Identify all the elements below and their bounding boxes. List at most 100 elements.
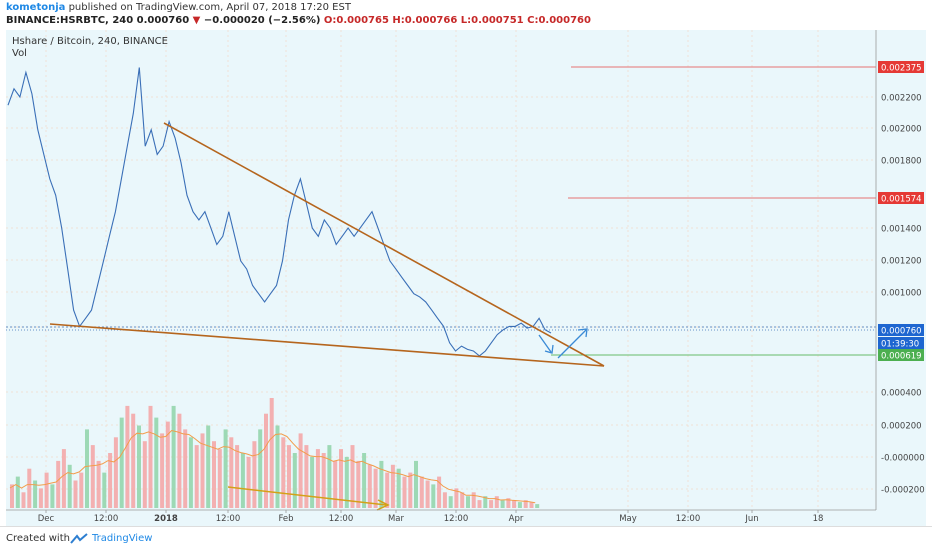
time-tick-label: 12:00 [216, 514, 241, 524]
price-label-badge [878, 337, 924, 349]
volume-label: Vol [12, 48, 27, 59]
time-tick-label: 12:00 [94, 514, 119, 524]
volume-bar [131, 413, 136, 508]
lower-trendline[interactable] [49, 323, 605, 367]
price-label-badge [878, 349, 924, 361]
volume-bar [535, 504, 540, 508]
down-arrow-icon: ▼ [192, 15, 201, 26]
volume-bar [489, 500, 494, 508]
time-tick-label: 2018 [154, 514, 178, 524]
volume-bar [258, 429, 263, 508]
volume-bar [287, 445, 291, 508]
price-chart[interactable]: 0.002375 0.002200 0.002000 0.001800 0.001574… [6, 30, 926, 526]
author-link[interactable]: kometonja [6, 2, 66, 13]
price-tick-label: 0.002200 [881, 94, 922, 104]
volume-bar [27, 468, 32, 508]
volume-bar [529, 502, 534, 508]
volume-bar [240, 453, 245, 508]
volume-bar [73, 480, 78, 508]
volume-bar [448, 496, 453, 508]
time-tick-label: Jun [744, 514, 758, 524]
volume-bar [379, 460, 384, 508]
price-tick-label: 0.000400 [881, 389, 922, 399]
down-arrow-head-icon [544, 344, 554, 354]
time-tick-label: Dec [38, 514, 55, 524]
time-axis[interactable]: Dec 12:00 2018 12:00 Feb 12:00 Mar 12:00 Apr May 1… [6, 509, 876, 524]
volume-bar [79, 472, 84, 508]
volume-bar [408, 472, 413, 508]
volume-bar [102, 472, 107, 508]
volume-bars [9, 398, 540, 508]
volume-bar [269, 398, 274, 508]
price-label-badge [878, 324, 924, 336]
price-tick-label: 0.000760 [881, 327, 922, 337]
price-tick-label: 0.001000 [881, 289, 922, 299]
volume-bar [362, 453, 367, 508]
volume-bar [160, 433, 165, 508]
time-tick-label: 12:00 [444, 514, 469, 524]
time-tick-label: 12:00 [329, 514, 354, 524]
volume-bar [310, 456, 315, 508]
price-tick-label: -0.000200 [881, 486, 925, 496]
tradingview-brand[interactable]: TradingView [92, 533, 153, 544]
up-arrow-head-icon [577, 328, 588, 338]
volume-bar [477, 500, 482, 508]
volume-bar [281, 437, 286, 508]
volume-bar [217, 449, 222, 508]
volume-trend-arrow[interactable] [227, 486, 387, 506]
volume-bar [471, 492, 476, 508]
volume-bar [44, 472, 49, 508]
volume-bar [431, 484, 436, 508]
volume-bar [339, 449, 343, 508]
published-text: published on TradingView.com, April 07, … [65, 2, 351, 13]
upper-trendline[interactable] [163, 122, 605, 367]
volume-bar [252, 441, 257, 508]
price-tick-label: 0.001800 [881, 157, 922, 167]
trendline-drawings[interactable] [49, 122, 605, 511]
volume-bar [367, 464, 372, 508]
volume-bar [206, 425, 211, 508]
ohlc-values: O:0.000765 H:0.000766 L:0.000751 C:0.000… [320, 15, 591, 26]
price-label-badge [878, 192, 924, 204]
volume-bar [402, 476, 407, 508]
volume-bar [50, 484, 55, 508]
volume-bar [350, 445, 355, 508]
volume-bar [67, 464, 72, 508]
volume-bar [390, 464, 395, 508]
volume-bar [506, 498, 511, 508]
volume-bar [356, 460, 361, 508]
up-projection-arrow[interactable] [557, 329, 587, 359]
time-tick-label: Feb [278, 514, 293, 524]
volume-bar [385, 472, 390, 508]
volume-bar [304, 445, 309, 508]
volume-bar [200, 433, 205, 508]
volume-bar [414, 460, 418, 508]
price-series-line [7, 67, 552, 357]
volume-bar [235, 445, 240, 508]
time-tick-label: 18 [813, 514, 824, 524]
time-tick-label: May [619, 514, 637, 524]
volume-bar [437, 476, 442, 508]
horizontal-levels [551, 66, 876, 356]
volume-bar [333, 460, 338, 508]
chart-area[interactable]: 0.002375 0.002200 0.002000 0.001800 0.001574… [6, 30, 926, 526]
volume-bar [90, 445, 95, 508]
volume-bar [171, 405, 176, 508]
volume-bar [56, 460, 61, 508]
publish-info: kometonja published on TradingView.com, … [6, 2, 351, 13]
volume-bar [212, 441, 216, 508]
volume-bar [148, 405, 153, 508]
price-tick-label: 01:39:30 [881, 340, 919, 350]
volume-bar [96, 460, 101, 508]
volume-bar [321, 453, 326, 508]
volume-bar [183, 429, 188, 508]
volume-bar [85, 429, 89, 508]
price-tick-label: 0.001574 [881, 195, 922, 205]
down-projection-arrow[interactable] [538, 334, 552, 353]
volume-bar [275, 425, 280, 508]
price-axis[interactable]: 0.002375 0.002200 0.002000 0.001800 0.001574… [875, 30, 926, 526]
volume-bar [292, 453, 297, 508]
volume-arrow-head-icon [376, 499, 390, 511]
volume-bar [21, 492, 26, 508]
time-tick-label: Apr [509, 514, 524, 524]
